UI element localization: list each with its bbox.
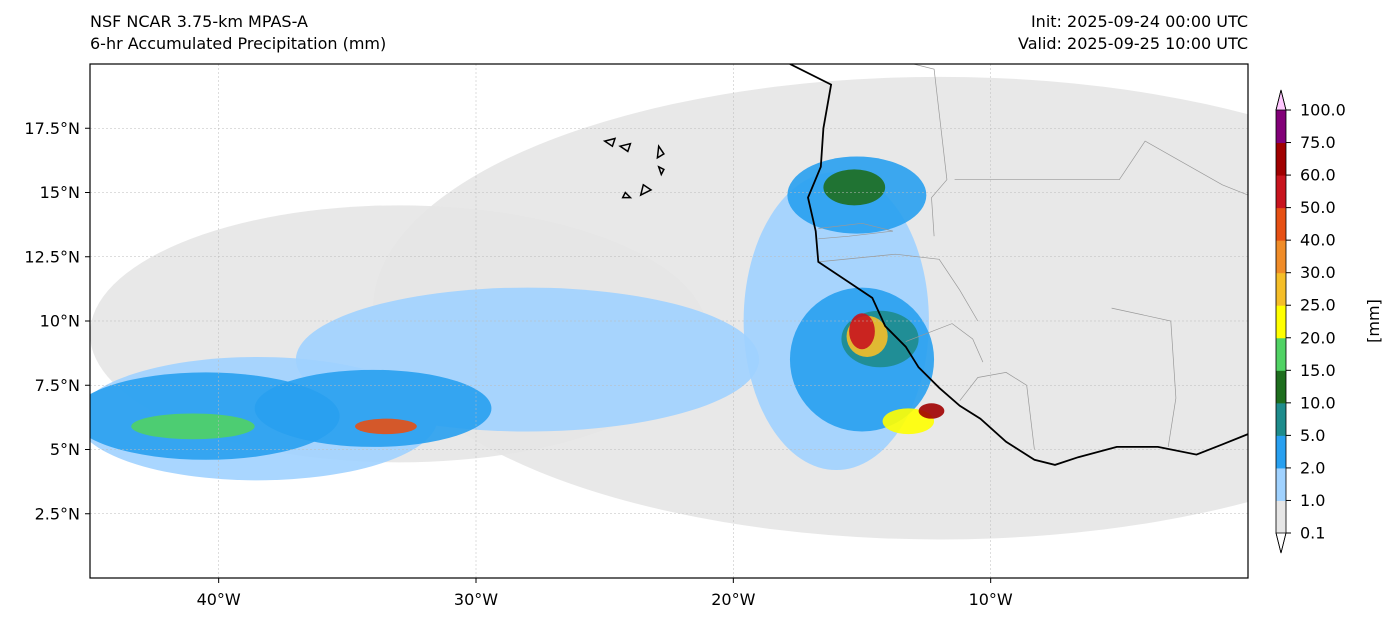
colorbar-segment [1276,240,1286,274]
lat-tick-label: 17.5°N [24,119,80,138]
colorbar-tick-label: 30.0 [1300,263,1336,282]
lat-tick-label: 15°N [40,183,80,202]
colorbar-segment [1276,370,1286,404]
colorbar-segment [1276,402,1286,436]
coastline [602,64,1248,466]
colorbar: 0.1 1.0 2.0 5.0 10.0 15.0 20.0 25.0 30.0 40.0 50.0… [1275,89,1346,554]
cape-verde-island [618,142,632,153]
field-title: 6-hr Accumulated Precipitation (mm) [90,34,387,53]
colorbar-segment [1276,305,1286,339]
title-left: NSF NCAR 3.75-km MPAS-A 6-hr Accumulated… [90,11,386,55]
lat-tick-label: 5°N [50,440,80,459]
country-border [1111,307,1177,447]
coastline-africa [789,64,1248,466]
precip-region-2.0 [254,369,492,447]
colorbar-tick-label: 50.0 [1300,198,1336,217]
lon-tick-label: 40°W [197,590,241,609]
valid-time: Valid: 2025-09-25 10:00 UTC [1017,34,1248,53]
map-area [90,64,1248,578]
cape-verde-island [602,137,617,148]
colorbar-tick-label: 100.0 [1300,101,1346,120]
colorbar-segment [1276,467,1286,501]
colorbar-segment [1276,207,1286,241]
colorbar-tick-label: 20.0 [1300,328,1336,347]
precip-region-40.0 [355,418,417,435]
country-borders [818,64,1248,450]
colorbar-tick-label: 0.1 [1300,524,1325,543]
lat-tick-label: 2.5°N [35,504,80,523]
precip-region-15.0 [131,413,255,440]
country-border [818,253,979,322]
lat-tick-label: 10°N [40,312,80,331]
colorbar-tick-label: 25.0 [1300,296,1336,315]
lat-tick-label: 7.5°N [35,376,80,395]
title-right: Init: 2025-09-24 00:00 UTC Valid: 2025-0… [1018,11,1248,55]
colorbar-segment [1276,110,1286,144]
cape-verde-island [657,165,665,177]
country-border [818,222,893,240]
lon-tick-label: 30°W [454,590,498,609]
lat-tick-label: 12.5°N [24,247,80,266]
gridlines [90,64,1248,578]
precip-region-10.0 [823,169,886,206]
country-border [905,323,984,363]
colorbar-segment [1276,272,1286,306]
colorbar-extend-max [1275,89,1287,111]
country-border [954,140,1248,196]
colorbar-tick-label: 2.0 [1300,458,1325,477]
colorbar-tick-label: 1.0 [1300,491,1325,510]
colorbar-segment [1276,142,1286,176]
colorbar-segment [1276,435,1286,469]
colorbar-tick-label: 15.0 [1300,361,1336,380]
cape-verde-island [639,183,653,197]
colorbar-tick-label: 40.0 [1300,231,1336,250]
colorbar-tick-label: 60.0 [1300,166,1336,185]
country-border [959,372,1035,450]
axis-ticks: 2.5°N 5°N 7.5°N 10°N 12.5°N 15°N 17.5°N 40°W 30°… [24,119,1013,609]
precip-region-50.0 [849,313,875,350]
colorbar-segment [1276,175,1286,209]
colorbar-tick-label: 75.0 [1300,133,1336,152]
colorbar-tick-label: 10.0 [1300,393,1336,412]
colorbar-unit-label: [mm] [1364,299,1383,343]
colorbar-tick-label: 5.0 [1300,426,1325,445]
colorbar-segment [1276,500,1286,534]
cape-verde-island [621,191,633,199]
lon-tick-label: 20°W [711,590,755,609]
country-border [913,64,948,237]
lon-tick-label: 10°W [969,590,1013,609]
model-title: NSF NCAR 3.75-km MPAS-A [90,12,308,31]
colorbar-segment [1276,337,1286,371]
cape-verde-island [656,144,665,160]
colorbar-extend-min [1275,532,1287,554]
init-time: Init: 2025-09-24 00:00 UTC [1030,12,1248,31]
precip-region-60.0 [918,403,945,419]
